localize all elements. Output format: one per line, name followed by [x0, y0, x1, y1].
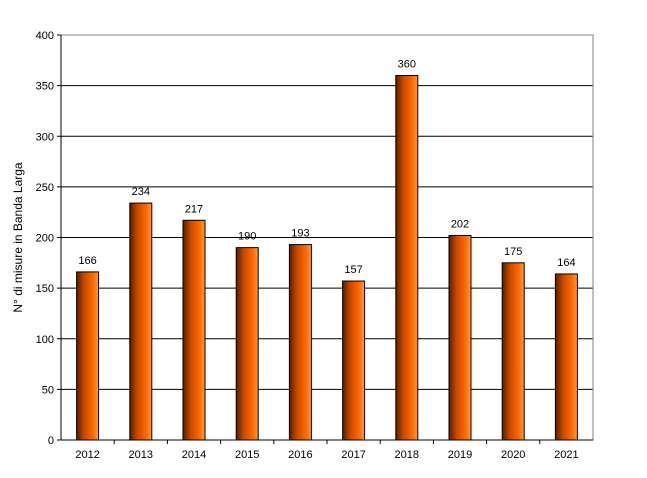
- x-tick-label: 2017: [341, 449, 365, 461]
- y-tick-label: 250: [36, 182, 54, 194]
- data-label: 190: [238, 231, 256, 243]
- bars: [76, 75, 578, 441]
- data-label: 217: [185, 203, 203, 215]
- x-tick-label: 2012: [75, 449, 99, 461]
- bar: [76, 271, 100, 441]
- x-tick-label: 2021: [554, 449, 578, 461]
- x-tick-label: 2016: [288, 449, 312, 461]
- bar: [342, 280, 366, 441]
- y-tick-label: 400: [36, 30, 54, 42]
- x-tick-label: 2020: [501, 449, 525, 461]
- x-axis-ticks: 2012 2013 2014 2015 2016 2017 2018 2019 2020 2021: [75, 440, 579, 461]
- y-tick-label: 300: [36, 131, 54, 143]
- bar: [554, 273, 578, 441]
- y-axis-ticks: 0 50 100 150 200 250 300 350 400: [36, 30, 61, 447]
- x-tick-label: 2015: [235, 449, 259, 461]
- y-tick-label: 0: [48, 435, 54, 447]
- bar: [129, 202, 153, 441]
- data-label: 157: [344, 264, 362, 276]
- y-tick-label: 150: [36, 283, 54, 295]
- data-label: 360: [398, 59, 416, 71]
- x-tick-label: 2014: [182, 449, 206, 461]
- data-labels: 166 234 217 190 193 157 360 202 175 164: [78, 59, 575, 277]
- bar: [288, 244, 312, 441]
- x-tick-label: 2019: [448, 449, 472, 461]
- x-tick-label: 2013: [129, 449, 153, 461]
- bar: [501, 262, 525, 441]
- y-axis-title: N° di misure in Banda Larga: [11, 162, 25, 313]
- bar: [182, 219, 206, 441]
- data-label: 166: [78, 255, 96, 267]
- data-label: 164: [557, 257, 575, 269]
- y-tick-label: 100: [36, 334, 54, 346]
- y-tick-label: 200: [36, 233, 54, 245]
- data-label: 202: [451, 218, 469, 230]
- x-tick-label: 2018: [395, 449, 419, 461]
- y-tick-label: 50: [42, 384, 54, 396]
- data-label: 234: [132, 186, 150, 198]
- bar: [448, 234, 472, 441]
- y-tick-label: 350: [36, 81, 54, 93]
- bar: [395, 75, 419, 441]
- data-label: 175: [504, 246, 522, 258]
- bar: [235, 247, 259, 441]
- data-label: 193: [291, 228, 309, 240]
